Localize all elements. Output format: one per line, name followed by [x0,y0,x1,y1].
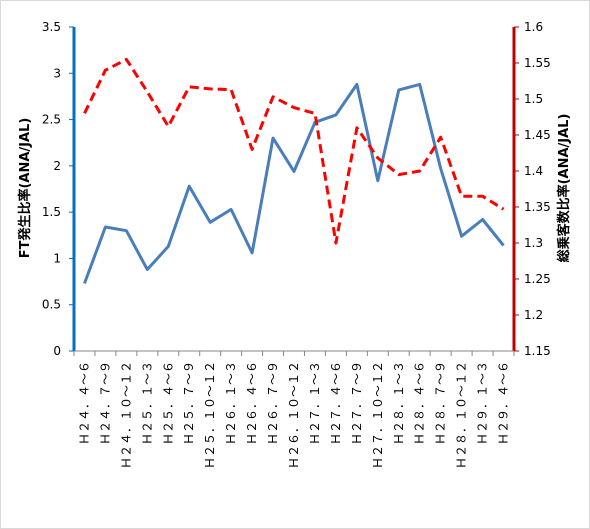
x-category-label: Ｈ２７．１～３ [308,361,322,445]
x-category-label: Ｈ２８．１～３ [392,361,406,445]
x-category-label: Ｈ２４．４～６ [77,361,91,445]
right-tick-label: 1.4 [524,164,543,178]
right-axis-title: 総乗客数比率(ANA/JAL) [556,114,572,263]
x-category-label: Ｈ２９．１～３ [476,361,490,445]
left-axis-title: FT発生比率(ANA/JAL) [17,118,33,259]
left-tick-label: 1.5 [42,205,61,219]
left-tick-label: 2 [53,159,61,173]
right-y-axis: 1.15 1.2 1.25 1.3 1.35 1.4 1.45 1.5 1.55 1.6 [512,20,551,358]
left-tick-label: 2.5 [42,113,61,127]
right-tick-label: 1.25 [524,272,551,286]
x-category-label: Ｈ２６．４～６ [245,361,259,445]
right-tick-label: 1.2 [524,308,543,322]
x-category-label: Ｈ２８．４～６ [413,361,427,445]
left-tick-label: 0 [53,344,61,358]
x-category-label: Ｈ２７．７～９ [350,361,364,445]
right-tick-label: 1.35 [524,200,551,214]
left-tick-label: 3 [53,66,61,80]
ft-ratio-line [83,82,505,284]
x-category-label: Ｈ２５．１～３ [140,361,154,445]
left-tick-label: 1 [53,251,61,265]
right-tick-label: 1.5 [524,92,543,106]
right-tick-label: 1.55 [524,56,551,70]
x-category-label: Ｈ２６．７～９ [266,361,280,445]
x-category-label: Ｈ２４．７～９ [98,361,112,445]
x-category-label: Ｈ２５．７～９ [182,361,196,445]
right-tick-label: 1.15 [524,344,551,358]
series-layer [83,57,505,284]
left-tick-label: 3.5 [42,20,61,34]
x-category-label: Ｈ２５．１０～１２ [203,361,217,469]
x-category-label: Ｈ２７．４～６ [329,361,343,445]
right-tick-label: 1.45 [524,128,551,142]
right-tick-label: 1.3 [524,236,543,250]
right-tick-label: 1.6 [524,20,543,34]
x-category-label: Ｈ２９．４～６ [497,361,511,445]
x-category-label: Ｈ２５．４～６ [161,361,175,445]
x-axis: Ｈ２４．４～６ Ｈ２４．７～９ Ｈ２４．１０～１２ Ｈ２５．１～３ Ｈ２５．４～６ Ｈ２５… [73,350,515,469]
left-y-axis: 0 0.5 1 1.5 2 2.5 3 3.5 [42,20,76,358]
passenger-ratio-line [83,57,505,245]
x-category-label: Ｈ２６．１～３ [224,361,238,445]
x-category-label: Ｈ２６．１０～１２ [287,361,301,469]
x-category-label: Ｈ２８．１０～１２ [455,361,469,469]
left-tick-label: 0.5 [42,298,61,312]
x-category-label: Ｈ２８．７～９ [434,361,448,445]
x-category-label: Ｈ２４．１０～１２ [119,361,133,469]
x-category-label: Ｈ２７．１０～１２ [371,361,385,469]
